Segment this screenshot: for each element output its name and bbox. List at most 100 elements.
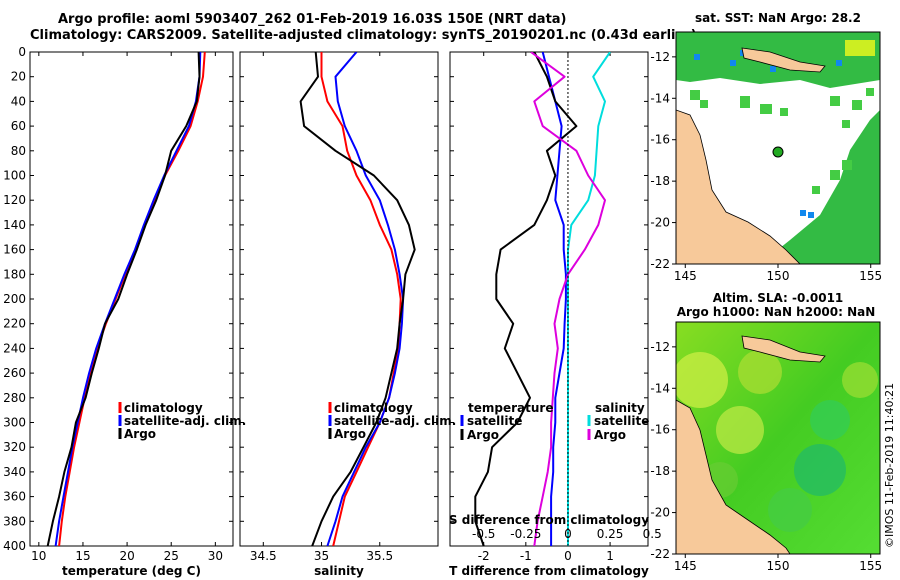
sst-map: 145 150 155 -12 -14 -16 -18 -20 -22: [650, 31, 882, 283]
figure-title-line1: Argo profile: aoml 5903407_262 01-Feb-20…: [58, 12, 567, 27]
figure-title-line2: Climatology: CARS2009. Satellite-adjuste…: [30, 28, 697, 43]
temperature-ytick-label: 220: [3, 317, 26, 331]
salinity-legend-label: climatology: [334, 401, 413, 415]
sst-pixel-block: [830, 96, 840, 106]
salinity-xtick-label: 35: [314, 549, 329, 563]
sst-ocean-east: [760, 110, 880, 264]
difference-xtick-label: -1: [520, 549, 532, 563]
difference-series-3: [530, 52, 606, 546]
temperature-ytick-label: 280: [3, 391, 26, 405]
sst-pixel-block: [760, 104, 772, 114]
temperature-panel: 0 20 40 60 80 100 120 140 160 180 200 220 240 260 280 3…: [3, 45, 234, 578]
sst-pixel-block: [700, 100, 708, 108]
temperature-xlabel: temperature (deg C): [62, 564, 201, 578]
temperature-ytick-label: 160: [3, 243, 26, 257]
sst-ytick-label: -22: [650, 257, 670, 271]
copyright-stamp: ©IMOS 11-Feb-2019 11:40:21: [883, 382, 896, 548]
sst-ytick-label: -20: [650, 216, 670, 230]
sla-xtick-label: 150: [767, 559, 790, 573]
temperature-ytick-label: 140: [3, 218, 26, 232]
difference-xlabel: T difference from climatology: [449, 564, 649, 578]
temperature-ytick-label: 340: [3, 465, 26, 479]
sla-ytick-label: -20: [650, 506, 670, 520]
temperature-ytick-label: 0: [18, 45, 26, 59]
sst-pixel-block: [740, 96, 750, 108]
temperature-series-group: [46, 52, 206, 546]
sla-anomaly-blob: [794, 444, 846, 496]
temperature-ytick-label: 320: [3, 440, 26, 454]
difference-x2tick-label: -0.5: [472, 527, 495, 541]
difference-legend-temperature-header: temperature: [468, 401, 553, 415]
sst-pixel-block: [690, 90, 700, 100]
difference-frame: [449, 51, 649, 547]
sla-anomaly-blob: [738, 350, 782, 394]
temperature-ytick-label: 60: [11, 119, 26, 133]
sst-pixel-block: [812, 186, 820, 194]
temperature-ytick-label: 120: [3, 193, 26, 207]
difference-xtick-label: 1: [606, 549, 614, 563]
temperature-ytick-label: 20: [11, 70, 26, 84]
sla-anomaly-blob: [676, 352, 728, 408]
sst-map-frame: [675, 31, 881, 265]
difference-legend-salinity-header: salinity: [595, 401, 645, 415]
difference-xtick-label: 0: [564, 549, 572, 563]
sst-cold-block: [730, 60, 736, 66]
temperature-legend-label: climatology: [124, 401, 203, 415]
difference-xtick-label: -2: [478, 549, 490, 563]
salinity-xtick-label: 34.5: [250, 549, 277, 563]
sst-warm-block: [845, 40, 875, 56]
sst-pixel-block: [780, 108, 788, 116]
difference-series-2: [567, 52, 611, 546]
salinity-series-group: [299, 52, 416, 546]
temperature-xtick-label: 20: [119, 549, 134, 563]
salinity-frame: [239, 51, 439, 547]
temperature-frame: [29, 51, 234, 547]
sst-xtick-label: 145: [674, 269, 697, 283]
sst-land-png: [741, 47, 826, 73]
temperature-series-0: [58, 52, 206, 546]
difference-legend: temperature salinitysatelliteArgosatellit…: [449, 52, 662, 546]
sla-map-content: [676, 322, 880, 554]
sst-cold-block: [694, 54, 700, 60]
sla-ytick-label: -22: [650, 547, 670, 561]
temperature-ytick-label: 300: [3, 416, 26, 430]
sst-pixel-block: [852, 100, 862, 110]
sst-cold-block: [770, 66, 776, 72]
sla-anomaly-blob: [716, 406, 764, 454]
difference-x2tick-label: 0.5: [643, 527, 662, 541]
temperature-xtick-label: 25: [164, 549, 179, 563]
sst-pixel-block: [866, 88, 874, 96]
sla-anomaly-blob: [768, 488, 812, 532]
sst-land-australia: [676, 109, 801, 264]
sst-cold-block: [808, 212, 814, 218]
difference-panel: -2 -1 0 1T difference from climatology: [449, 51, 649, 578]
sla-ytick-label: -14: [650, 381, 670, 395]
temperature-series-1: [54, 52, 202, 546]
sst-xtick-label: 150: [767, 269, 790, 283]
difference-x2tick-label: -0.25: [510, 527, 541, 541]
difference-legend-label: Argo: [594, 428, 626, 442]
temperature-ytick-label: 80: [11, 144, 26, 158]
temperature-ytick-label: 240: [3, 341, 26, 355]
sst-pixel-block: [842, 160, 852, 170]
sst-ytick-label: -14: [650, 91, 670, 105]
sla-anomaly-blob: [842, 362, 878, 398]
temperature-ytick-label: 380: [3, 514, 26, 528]
salinity-legend-label: Argo: [334, 427, 366, 441]
temperature-xtick-label: 10: [31, 549, 46, 563]
sla-land-png: [741, 335, 826, 363]
sst-cold-block: [800, 210, 806, 216]
temperature-ytick-label: 100: [3, 169, 26, 183]
salinity-xlabel: salinity: [314, 564, 364, 578]
sla-xtick-label: 155: [859, 559, 882, 573]
temperature-ytick-label: 200: [3, 292, 26, 306]
sla-map-frame: [675, 321, 881, 555]
temperature-xtick-label: 15: [75, 549, 90, 563]
difference-legend-label: satellite: [467, 414, 522, 428]
salinity-series-1: [326, 52, 405, 546]
temperature-xtick-label: 30: [208, 549, 223, 563]
temperature-legend-label: Argo: [124, 427, 156, 441]
sst-ytick-label: -12: [650, 50, 670, 64]
